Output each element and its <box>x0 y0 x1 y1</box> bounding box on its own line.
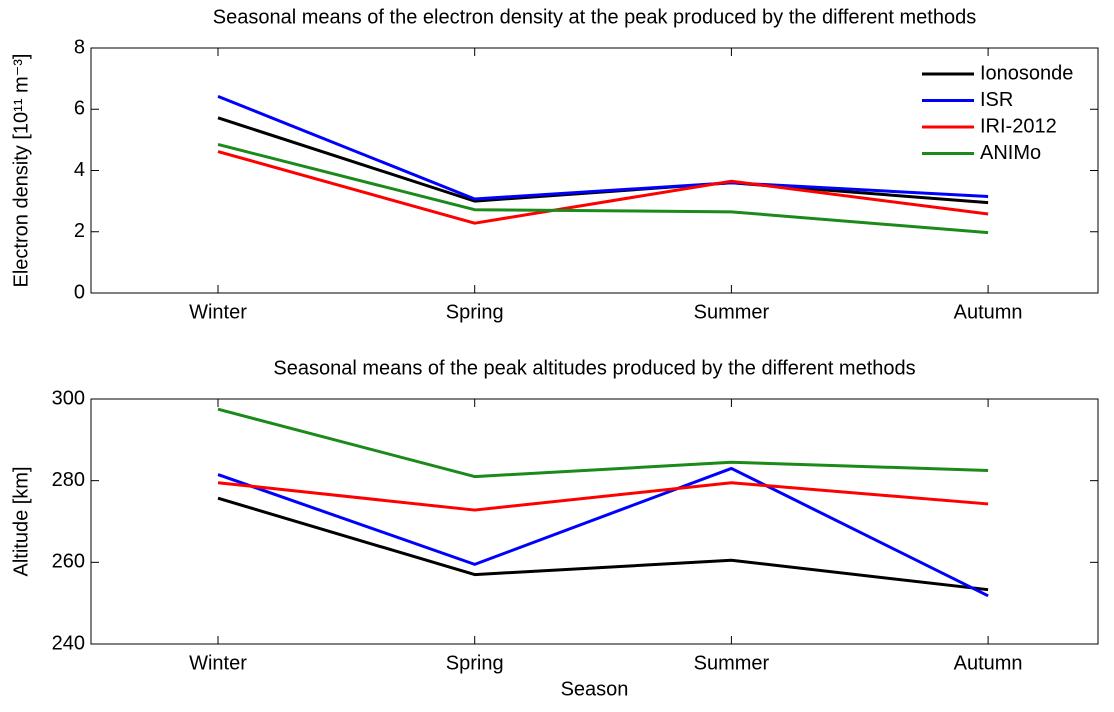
x-tick-label: Autumn <box>954 652 1023 674</box>
series-line <box>217 150 989 225</box>
legend-label: IRI-2012 <box>980 115 1057 137</box>
y-tick-label: 4 <box>74 159 85 181</box>
y-axis-label: Altitude [km] <box>10 466 32 576</box>
y-tick-label: 300 <box>52 387 85 409</box>
legend-label: ISR <box>980 89 1013 111</box>
plot-area <box>90 398 1099 645</box>
legend-label: ANIMo <box>980 142 1041 164</box>
series-line <box>217 143 989 235</box>
legend-label: Ionosonde <box>980 62 1073 84</box>
x-tick-label: Summer <box>694 301 770 323</box>
series-line <box>217 481 989 512</box>
chart-title: Seasonal means of the electron density a… <box>213 6 976 28</box>
x-tick-label: Autumn <box>954 301 1023 323</box>
x-tick-label: Summer <box>694 652 770 674</box>
y-tick-label: 0 <box>74 281 85 303</box>
series-line <box>217 496 989 592</box>
series-line <box>217 407 989 479</box>
x-tick-label: Winter <box>189 301 247 323</box>
series-line <box>217 466 989 598</box>
x-axis-label: Season <box>561 678 629 700</box>
chart-title: Seasonal means of the peak altitudes pro… <box>273 357 915 379</box>
series-line <box>217 94 989 201</box>
y-tick-label: 280 <box>52 469 85 491</box>
x-tick-label: Winter <box>189 652 247 674</box>
y-tick-label: 260 <box>52 551 85 573</box>
y-axis-label: Electron density [10¹¹ m⁻³] <box>10 54 32 288</box>
y-tick-label: 8 <box>74 36 85 58</box>
y-tick-label: 6 <box>74 98 85 120</box>
y-tick-label: 240 <box>52 632 85 654</box>
plot-area <box>90 47 1099 294</box>
y-tick-label: 2 <box>74 220 85 242</box>
x-tick-label: Spring <box>446 652 504 674</box>
x-tick-label: Spring <box>446 301 504 323</box>
